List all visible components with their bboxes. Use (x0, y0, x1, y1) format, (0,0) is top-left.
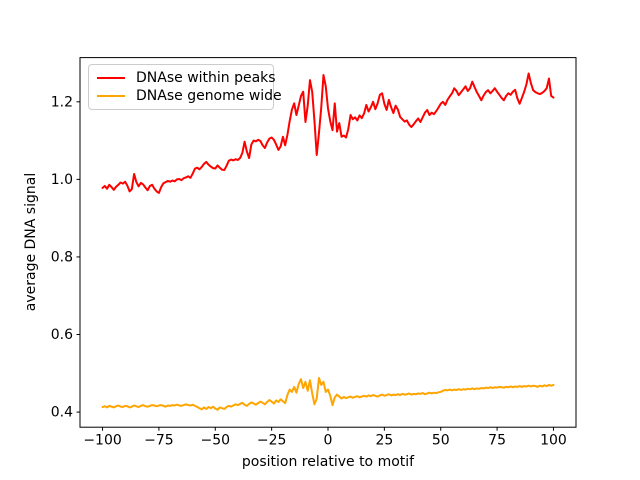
x-tick-label: −100 (83, 433, 121, 449)
y-tick-label: 1.2 (51, 94, 73, 110)
y-tick-label: 0.8 (51, 250, 73, 266)
x-tick-label: 25 (375, 433, 393, 449)
x-tick-label: 100 (540, 433, 567, 449)
y-tick-label: 0.4 (51, 405, 73, 421)
legend-label: DNAse genome wide (136, 88, 282, 104)
legend-entry-dnase-within-peaks: DNAse within peaks (97, 69, 276, 87)
legend: DNAse within peaks DNAse genome wide (88, 64, 282, 110)
y-tick-label: 1.0 (51, 172, 73, 188)
y-axis-label: average DNA signal (23, 172, 39, 312)
x-tick-label: −25 (257, 433, 287, 449)
legend-label: DNAse within peaks (136, 70, 276, 86)
series-line-dnase-within-peaks (101, 72, 555, 194)
x-axis-label: position relative to motif (241, 454, 415, 470)
x-tick-label: −50 (200, 433, 230, 449)
x-tick-label: 0 (324, 433, 333, 449)
y-tick-label: 0.6 (51, 327, 73, 343)
axes-frame (79, 57, 577, 428)
series-line-dnase-genome-wide (101, 376, 555, 411)
x-tick-label: −75 (144, 433, 174, 449)
legend-line-sample-orange (97, 95, 125, 97)
legend-entry-dnase-genome-wide: DNAse genome wide (97, 87, 282, 105)
x-tick-label: 50 (432, 433, 450, 449)
x-tick-label: 75 (488, 433, 506, 449)
legend-line-sample-red (97, 77, 125, 79)
